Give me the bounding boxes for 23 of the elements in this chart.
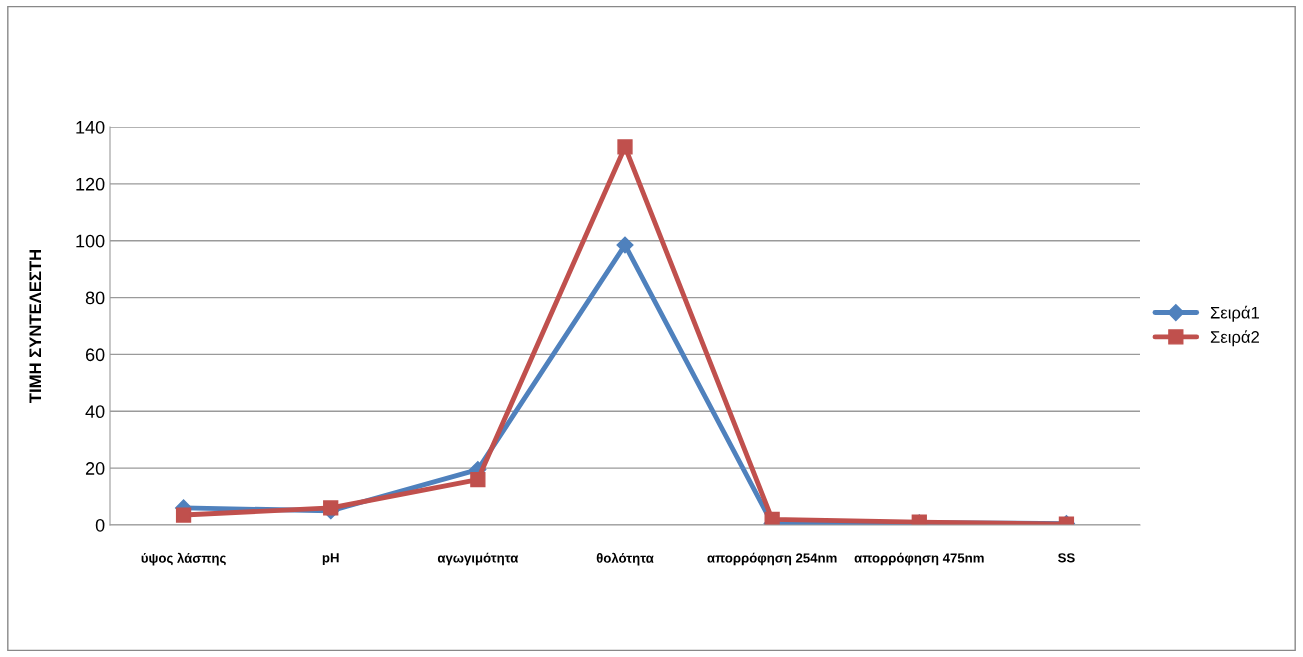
- y-tick-label: 140: [76, 120, 105, 134]
- x-tick-label: απορρόφηση 475nm: [854, 552, 984, 566]
- y-tick-label: 20: [85, 462, 105, 475]
- y-tick-label: 80: [85, 291, 105, 305]
- x-tick-label: pH: [322, 553, 339, 566]
- y-tick-label: 40: [85, 405, 105, 419]
- legend-label: Σειρά1: [1210, 305, 1260, 322]
- y-tick-label: 60: [85, 348, 105, 362]
- x-tick-label: αγωγιμότητα: [437, 552, 519, 566]
- point: [175, 507, 192, 523]
- y-axis-title: ΤΙΜΗ ΣΥΝΤΕΛΕΣΤΗ: [29, 249, 41, 403]
- x-tick-label: θολότητα: [596, 552, 654, 566]
- y-tick-label: 0: [95, 518, 105, 532]
- legend-label: Σειρά2: [1210, 330, 1259, 347]
- point: [616, 236, 634, 254]
- x-tick-label: ύψος λάσπης: [141, 552, 226, 566]
- y-tick-label: 120: [76, 177, 105, 191]
- point: [470, 471, 486, 488]
- x-tick-label: SS: [1058, 553, 1075, 563]
- y-tick-label: 100: [76, 234, 105, 248]
- point: [617, 139, 633, 155]
- point: [323, 500, 339, 516]
- x-tick-label: απορρόφηση 254nm: [707, 552, 837, 566]
